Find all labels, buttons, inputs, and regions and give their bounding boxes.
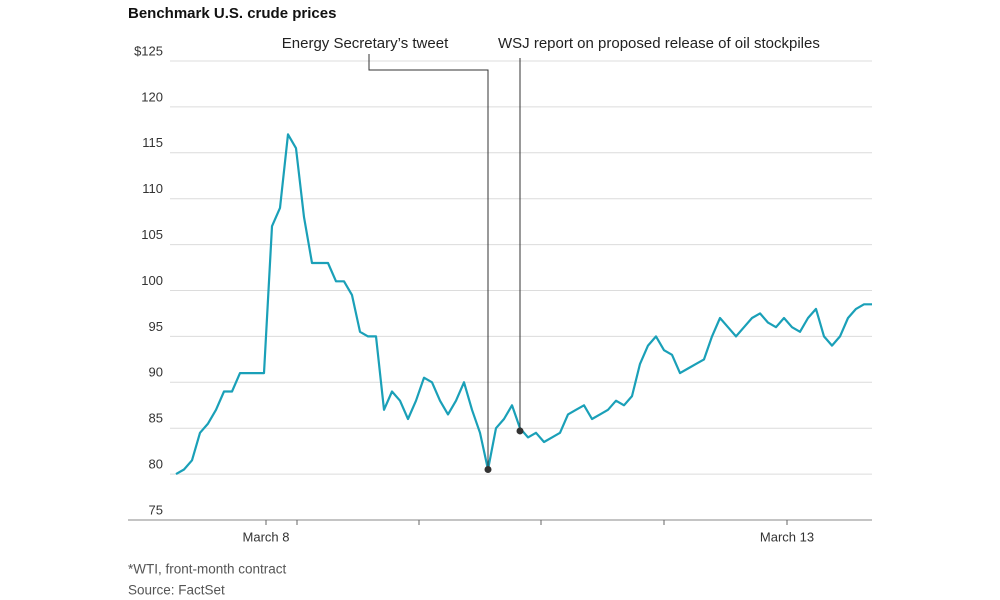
footnote: *WTI, front-month contract (128, 562, 287, 577)
y-tick-label: 80 (149, 457, 163, 472)
x-tick-label: March 13 (760, 529, 814, 544)
x-tick-label: March 8 (243, 529, 290, 544)
y-tick-label: 75 (149, 502, 163, 517)
annotation-leader (368, 54, 489, 470)
price-line (175, 133, 872, 476)
source: Source: FactSet (128, 583, 225, 598)
y-tick-label: 95 (149, 319, 163, 334)
annotation-label: Energy Secretary’s tweet (282, 35, 449, 52)
y-tick-label: 85 (149, 411, 163, 426)
y-tick-label: 90 (149, 365, 163, 380)
y-tick-label: 100 (141, 273, 163, 288)
y-tick-label: 105 (141, 227, 163, 242)
y-tick-label: 110 (142, 181, 163, 196)
annotation-point (516, 427, 524, 435)
y-tick-label: 115 (142, 135, 163, 150)
y-tick-label: $125 (134, 43, 163, 58)
annotation-point (484, 466, 492, 474)
chart-title: Benchmark U.S. crude prices (128, 5, 336, 22)
y-tick-label: 120 (141, 89, 163, 104)
annotation-label: WSJ report on proposed release of oil st… (498, 35, 820, 52)
